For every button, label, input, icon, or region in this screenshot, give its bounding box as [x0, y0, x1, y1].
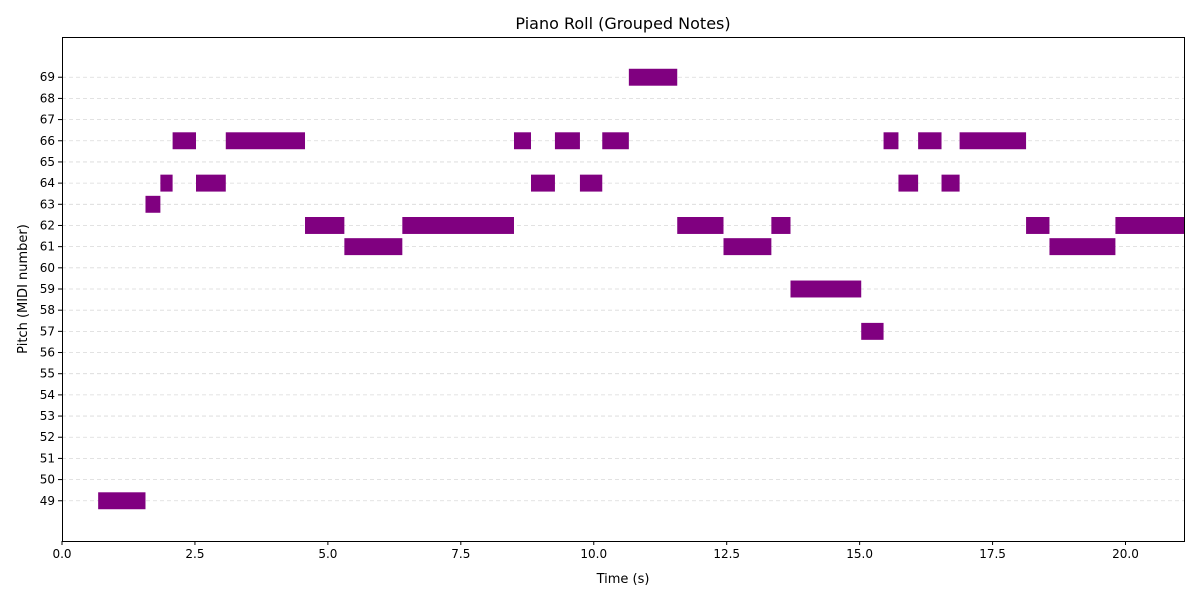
y-tick-label: 68 [40, 91, 55, 105]
note-bar [1115, 217, 1184, 234]
note-bar [305, 217, 345, 234]
x-tick-label: 7.5 [451, 547, 470, 561]
note-bar [160, 174, 173, 192]
note-bar [344, 238, 403, 256]
note-bar [225, 132, 306, 150]
y-tick-label: 65 [40, 155, 55, 169]
y-tick-label: 62 [40, 218, 55, 232]
plot-frame [62, 37, 1185, 542]
note-bar [1026, 217, 1050, 234]
note-bar [579, 174, 603, 192]
note-bar [628, 68, 678, 86]
note-bar [196, 174, 226, 192]
y-tick-label: 60 [40, 261, 55, 275]
chart-title: Piano Roll (Grouped Notes) [515, 14, 730, 33]
y-tick-label: 67 [40, 113, 55, 127]
note-bar [602, 132, 629, 150]
y-tick-label: 53 [40, 409, 55, 423]
x-tick-label: 2.5 [185, 547, 204, 561]
x-tick-label: 0.0 [52, 547, 71, 561]
y-tick-label: 64 [40, 176, 55, 190]
x-tick-label: 20.0 [1112, 547, 1139, 561]
note-bar [554, 132, 580, 150]
grid-layer [62, 76, 1184, 502]
note-bar [1049, 238, 1116, 256]
y-tick-label: 59 [40, 282, 55, 296]
note-bar [898, 174, 919, 192]
x-axis: 0.0 2.5 5.0 7.5 10.0 12.5 15.0 17.5 20.0 [52, 541, 1139, 561]
note-bar [771, 217, 791, 234]
note-bar [145, 195, 161, 213]
y-tick-label: 55 [40, 367, 55, 381]
x-tick-label: 10.0 [580, 547, 607, 561]
note-bar [959, 132, 1027, 150]
x-axis-label: Time (s) [596, 572, 650, 587]
note-bar [790, 280, 862, 298]
y-tick-label: 63 [40, 197, 55, 211]
x-tick-label: 17.5 [979, 547, 1006, 561]
note-bar [172, 132, 197, 150]
y-tick-label: 61 [40, 240, 55, 254]
note-bar [402, 217, 514, 234]
y-tick-label: 54 [40, 388, 55, 402]
y-tick-label: 50 [40, 473, 55, 487]
note-bar [861, 322, 884, 340]
note-bar [883, 132, 899, 150]
y-axis: 49 50 51 52 53 54 55 56 57 58 59 60 61 62 63 64 65 66 67 68… [40, 70, 62, 508]
note-bar [941, 174, 960, 192]
note-bar [98, 492, 146, 510]
x-tick-label: 15.0 [846, 547, 873, 561]
note-bar [918, 132, 942, 150]
note-bar [723, 238, 772, 256]
y-tick-label: 58 [40, 303, 55, 317]
y-tick-label: 52 [40, 430, 55, 444]
y-tick-label: 51 [40, 451, 55, 465]
x-tick-label: 12.5 [713, 547, 740, 561]
note-bar [513, 132, 532, 150]
note-bar [531, 174, 555, 192]
y-tick-label: 57 [40, 324, 55, 338]
y-tick-label: 69 [40, 70, 55, 84]
y-tick-label: 66 [40, 134, 55, 148]
note-bar [677, 217, 724, 234]
notes-layer [98, 68, 1184, 510]
y-tick-label: 49 [40, 494, 55, 508]
y-axis-label: Pitch (MIDI number) [16, 224, 31, 354]
x-tick-label: 5.0 [318, 547, 337, 561]
y-tick-label: 56 [40, 346, 55, 360]
